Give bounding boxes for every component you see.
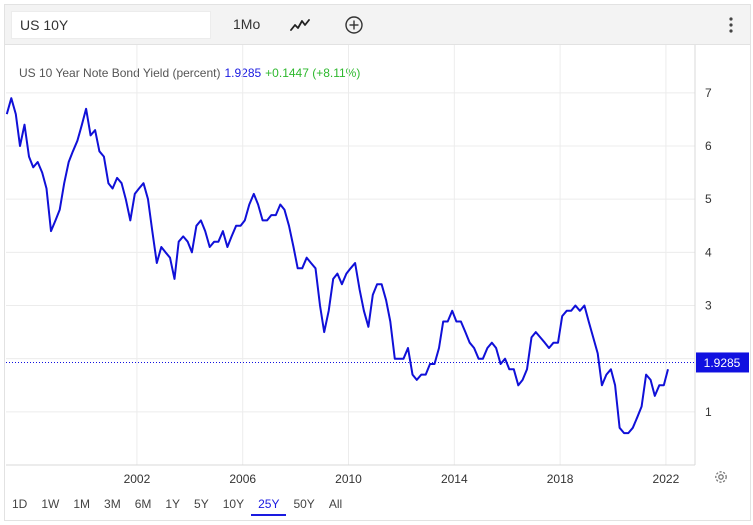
chart-widget: 1Mo US 10 Year Note Bond Yield (percent)… bbox=[4, 4, 751, 521]
y-tick-label: 4 bbox=[705, 245, 712, 259]
price-change: +0.1447 (+8.11%) bbox=[265, 66, 361, 80]
x-tick-label: 2002 bbox=[124, 472, 151, 486]
last-value-badge bbox=[696, 352, 749, 373]
x-tick-label: 2006 bbox=[229, 472, 256, 486]
chart-toolbar: 1Mo bbox=[5, 5, 750, 45]
gear-icon[interactable] bbox=[713, 469, 729, 490]
add-circle-icon[interactable] bbox=[344, 15, 364, 35]
x-tick-label: 2018 bbox=[547, 472, 574, 486]
more-vertical-icon[interactable] bbox=[728, 15, 734, 40]
x-tick-label: 2022 bbox=[653, 472, 680, 486]
y-tick-label: 7 bbox=[705, 86, 712, 100]
symbol-search-input[interactable] bbox=[11, 11, 211, 39]
range-button-6m[interactable]: 6M bbox=[134, 497, 152, 511]
range-button-50y[interactable]: 50Y bbox=[293, 497, 315, 511]
range-button-1m[interactable]: 1M bbox=[73, 497, 91, 511]
chart-legend: US 10 Year Note Bond Yield (percent) 1.92… bbox=[19, 66, 360, 80]
x-tick-label: 2010 bbox=[335, 472, 362, 486]
range-button-1w[interactable]: 1W bbox=[41, 497, 60, 511]
yield-line-chart[interactable]: 12345672002200620102014201820221.9285 bbox=[5, 5, 750, 490]
line-chart-icon[interactable] bbox=[290, 17, 310, 33]
last-value-badge-label: 1.9285 bbox=[704, 356, 741, 370]
range-button-5y[interactable]: 5Y bbox=[194, 497, 209, 511]
range-selector: 1D 1W 1M 3M 6M 1Y 5Y 10Y 25Y 50Y All bbox=[5, 493, 349, 519]
range-button-1d[interactable]: 1D bbox=[12, 497, 28, 511]
range-button-all[interactable]: All bbox=[328, 497, 343, 511]
range-button-1y[interactable]: 1Y bbox=[165, 497, 181, 511]
range-button-10y[interactable]: 10Y bbox=[222, 497, 245, 511]
y-tick-label: 5 bbox=[705, 192, 712, 206]
range-button-25y[interactable]: 25Y bbox=[251, 493, 287, 516]
series-name: US 10 Year Note Bond Yield (percent) bbox=[19, 66, 221, 80]
y-tick-label: 1 bbox=[705, 405, 712, 419]
y-tick-label: 3 bbox=[705, 299, 712, 313]
range-button-3m[interactable]: 3M bbox=[104, 497, 121, 511]
y-tick-label: 6 bbox=[705, 139, 712, 153]
series-line[interactable] bbox=[5, 97, 669, 435]
interval-selector[interactable]: 1Mo bbox=[233, 16, 261, 32]
x-tick-label: 2014 bbox=[441, 472, 468, 486]
